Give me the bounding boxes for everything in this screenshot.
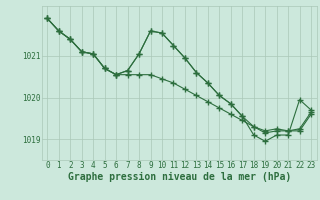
- X-axis label: Graphe pression niveau de la mer (hPa): Graphe pression niveau de la mer (hPa): [68, 172, 291, 182]
